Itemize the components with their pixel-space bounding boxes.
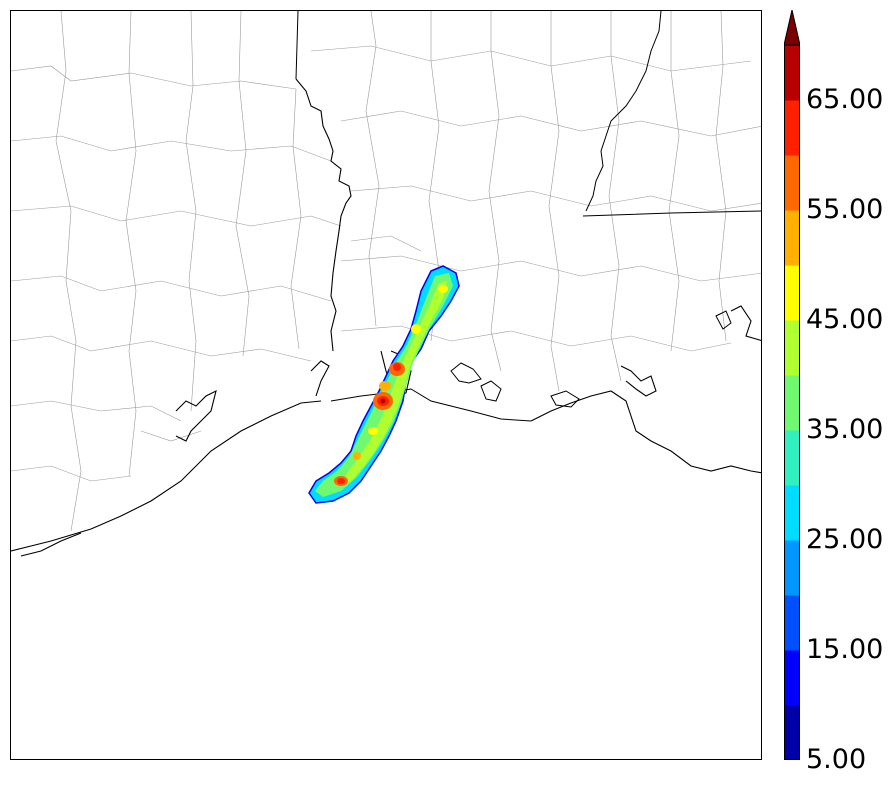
map-canvas [11, 11, 761, 557]
eastern-river [585, 11, 662, 212]
colorbar-bin-10 [784, 155, 800, 211]
colorbar-bin-5 [784, 430, 800, 486]
colorbar-extend-arrow [784, 10, 800, 46]
colorbar-bin-9 [784, 210, 800, 266]
colorbar-bin-8 [784, 265, 800, 321]
colorbar-label-5: 5.00 [806, 744, 867, 775]
colorbar-bin-0 [784, 705, 800, 760]
cell-2 [379, 381, 391, 391]
cell-1-core [393, 363, 401, 371]
map-panel [10, 10, 762, 760]
colorbar-label-55: 55.00 [806, 194, 884, 225]
colorbar-bin-4 [784, 485, 800, 541]
cell-4-core [337, 478, 345, 484]
cell-7 [368, 427, 378, 435]
colorbar-segments [784, 45, 800, 760]
colorbar-label-45: 45.00 [806, 304, 884, 335]
cell-5 [411, 324, 421, 334]
colorbar-bin-11 [784, 100, 800, 156]
mississippi-river [295, 78, 352, 352]
colorbar-label-15: 15.00 [806, 634, 884, 665]
state-borders [295, 11, 761, 422]
colorbar-bin-3 [784, 540, 800, 596]
cell-8 [353, 452, 361, 460]
colorbar-label-65: 65.00 [806, 84, 884, 115]
colorbar-bin-12 [784, 45, 800, 101]
reflectivity-swath [308, 265, 460, 504]
county-borders [11, 11, 761, 532]
colorbar-bin-2 [784, 595, 800, 651]
colorbar-bin-6 [784, 375, 800, 431]
colorbar-outline [784, 44, 800, 760]
lakes [450, 310, 732, 408]
colorbar-bin-7 [784, 320, 800, 376]
cell-6 [438, 285, 448, 293]
colorbar-bin-1 [784, 650, 800, 706]
colorbar-label-35: 35.00 [806, 414, 884, 445]
colorbar-label-25: 25.00 [806, 524, 884, 555]
cell-3-peak [380, 398, 386, 404]
colorbar [784, 10, 800, 760]
swath-yellow [341, 281, 447, 486]
